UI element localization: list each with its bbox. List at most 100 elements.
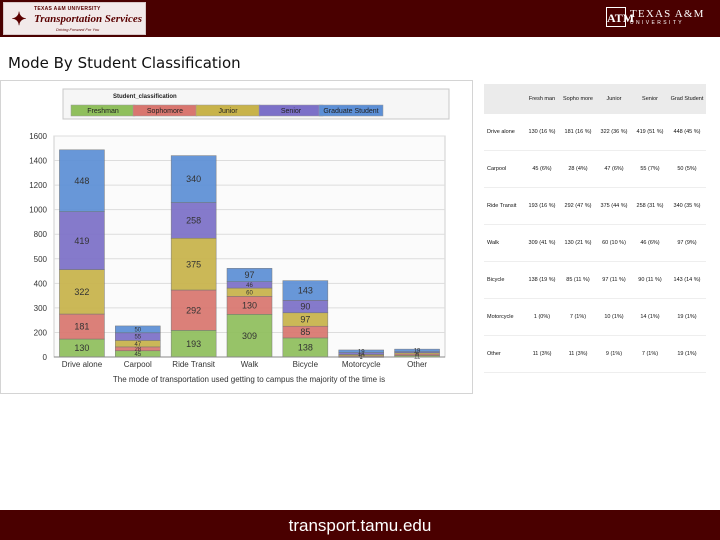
data-label: 60 <box>246 290 253 296</box>
chart-caption: The mode of transportation used getting … <box>113 375 385 384</box>
logo-university-text: TEXAS A&M UNIVERSITY <box>34 6 101 12</box>
x-tick-label: Other <box>407 360 427 369</box>
table-cell: 19 (1%) <box>668 298 706 336</box>
x-tick-label: Carpool <box>124 360 152 369</box>
data-label: 97 <box>244 270 254 280</box>
logo-tagline: Driving Forward For You <box>56 27 100 32</box>
table-cell: 60 (10 %) <box>596 224 632 262</box>
data-label: 46 <box>246 283 253 289</box>
table-row: Walk 309 (41 %) 130 (21 %) 60 (10 %) 46 … <box>484 224 706 262</box>
table-cell: 448 (45 %) <box>668 114 706 151</box>
data-label: 45 <box>134 352 141 358</box>
y-tick-label: 300 <box>34 304 48 313</box>
table-cell: 97 (9%) <box>668 224 706 262</box>
logo-right-sub: UNIVERSITY <box>630 20 685 26</box>
table-cell: 143 (14 %) <box>668 261 706 299</box>
table-header-sophomore: Sopho more <box>560 84 596 114</box>
table-cell: 322 (36 %) <box>596 114 632 151</box>
data-label: 322 <box>74 287 89 297</box>
y-tick-label: 200 <box>34 328 48 337</box>
data-label: 47 <box>134 342 141 348</box>
table-cell: 11 (3%) <box>560 335 596 373</box>
table-header-senior: Senior <box>632 84 668 114</box>
bar-segment <box>170 330 217 358</box>
bar-segment <box>282 280 329 301</box>
table-cell: 90 (11 %) <box>632 261 668 299</box>
table-cell: 130 (16 %) <box>524 114 560 151</box>
footer-url[interactable]: transport.tamu.edu <box>288 516 432 535</box>
table-row: Other 11 (3%) 11 (3%) 9 (1%) 7 (1%) 19 (… <box>484 335 706 373</box>
x-tick-label: Ride Transit <box>172 360 215 369</box>
table-cell-mode: Motorcycle <box>484 298 524 336</box>
logo-right-name: TEXAS A&M <box>630 8 705 20</box>
table-cell-mode: Other <box>484 335 524 373</box>
table-cell-mode: Ride Transit <box>484 187 524 225</box>
table-cell: 340 (35 %) <box>668 187 706 225</box>
table-cell: 11 (3%) <box>524 335 560 373</box>
legend-label: Sophomore <box>147 108 183 115</box>
bar-segment <box>59 149 105 212</box>
data-label: 130 <box>74 343 89 353</box>
y-tick-label: 1000 <box>29 206 47 215</box>
bar-segment <box>226 314 273 358</box>
data-label: 11 <box>414 353 421 359</box>
data-label: 14 <box>358 352 365 358</box>
data-label: 375 <box>186 259 201 269</box>
data-label: 97 <box>300 315 310 325</box>
table-cell: 309 (41 %) <box>524 224 560 262</box>
table-cell: 419 (51 %) <box>632 114 668 151</box>
table-cell: 1 (0%) <box>524 298 560 336</box>
table-cell: 97 (11 %) <box>596 261 632 299</box>
data-label: 19 <box>414 349 421 355</box>
y-tick-label: 1400 <box>29 157 47 166</box>
data-label: 143 <box>298 286 313 296</box>
table-cell: 19 (1%) <box>668 335 706 373</box>
y-tick-label: 500 <box>34 255 48 264</box>
data-label: 90 <box>300 302 310 312</box>
atm-logo-icon: ATM <box>606 7 634 27</box>
bar-segment <box>59 211 105 270</box>
table-cell: 46 (6%) <box>632 224 668 262</box>
table-header-grad: Grad Student <box>668 84 706 114</box>
transportation-services-logo[interactable]: ✦ TEXAS A&M UNIVERSITY Transportation Se… <box>3 2 146 35</box>
table-cell-mode: Bicycle <box>484 261 524 299</box>
y-tick-label: 1200 <box>29 181 47 190</box>
table-cell: 9 (1%) <box>596 335 632 373</box>
data-label: 7 <box>415 350 419 356</box>
data-label: 9 <box>415 351 419 357</box>
table-cell: 14 (1%) <box>632 298 668 336</box>
table-cell-mode: Drive alone <box>484 114 524 151</box>
logo-department-text: Transportation Services <box>34 13 143 25</box>
x-tick-label: Bicycle <box>293 360 319 369</box>
bar-segment <box>170 202 217 239</box>
data-label: 19 <box>358 349 365 355</box>
data-label: 130 <box>242 300 257 310</box>
data-label: 55 <box>134 335 141 341</box>
data-label: 448 <box>74 176 89 186</box>
data-label: 309 <box>242 331 257 341</box>
table-row: Carpool 45 (6%) 28 (4%) 47 (6%) 55 (7%) … <box>484 150 706 188</box>
table-cell-mode: Walk <box>484 224 524 262</box>
data-label: 419 <box>74 236 89 246</box>
table-header-row: Fresh man Sopho more Junior Senior Grad … <box>484 84 706 114</box>
legend-title: Student_classification <box>113 94 177 100</box>
x-tick-label: Walk <box>241 360 259 369</box>
table-cell: 28 (4%) <box>560 150 596 188</box>
table-row: Motorcycle 1 (0%) 7 (1%) 10 (1%) 14 (1%)… <box>484 298 706 336</box>
x-tick-label: Motorcycle <box>342 360 381 369</box>
table-cell: 258 (31 %) <box>632 187 668 225</box>
bar-segment <box>394 348 440 353</box>
table-cell: 292 (47 %) <box>560 187 596 225</box>
legend-label: Senior <box>281 108 302 115</box>
table-cell: 47 (6%) <box>596 150 632 188</box>
stacked-bar-chart: 0 200 300 400 500 800 1000 1200 1400 1600 Student_… <box>29 88 450 384</box>
table-header-mode <box>484 84 524 114</box>
x-tick-label: Drive alone <box>62 360 103 369</box>
bar-segment <box>170 289 217 331</box>
table-row: Bicycle 138 (19 %) 85 (11 %) 97 (11 %) 9… <box>484 261 706 299</box>
table-cell: 7 (1%) <box>560 298 596 336</box>
y-tick-label: 0 <box>43 353 48 362</box>
bar-segment <box>170 155 217 203</box>
legend-label: Junior <box>218 108 238 115</box>
data-label: 340 <box>186 174 201 184</box>
